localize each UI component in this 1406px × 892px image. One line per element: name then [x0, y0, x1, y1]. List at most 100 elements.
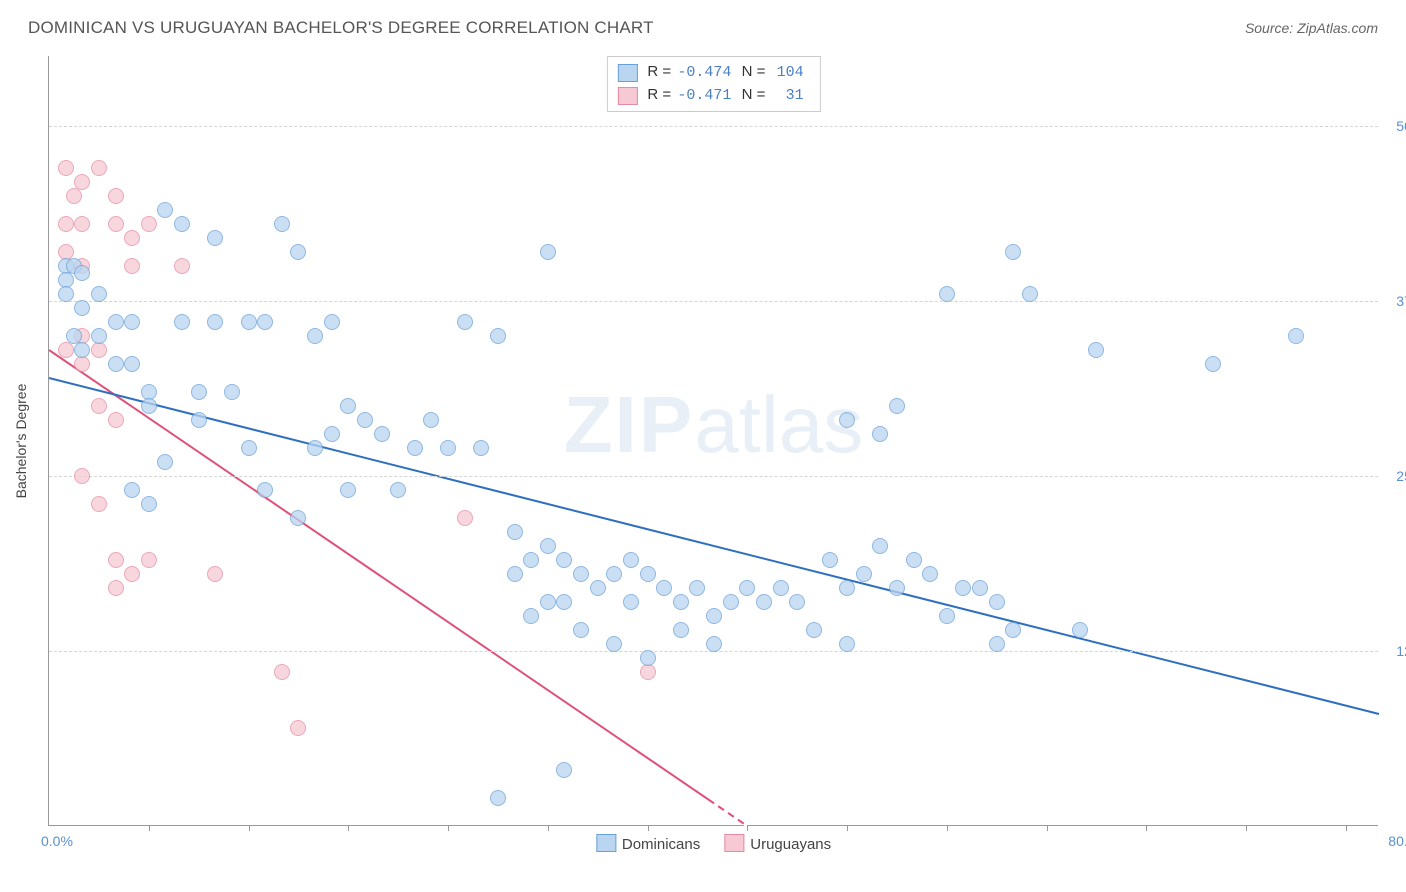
data-point: [1288, 328, 1304, 344]
data-point: [906, 552, 922, 568]
data-point: [889, 580, 905, 596]
x-tick: [548, 825, 549, 831]
data-point: [839, 412, 855, 428]
grid-line: [49, 126, 1378, 127]
data-point: [124, 314, 140, 330]
data-point: [623, 594, 639, 610]
data-point: [307, 440, 323, 456]
data-point: [324, 314, 340, 330]
swatch-dominicans: [617, 64, 637, 82]
x-tick: [747, 825, 748, 831]
data-point: [457, 510, 473, 526]
data-point: [939, 608, 955, 624]
scatter-plot: ZIPatlas Bachelor's Degree R = -0.474 N …: [48, 56, 1378, 826]
x-axis-max-label: 80.0%: [1388, 833, 1406, 849]
correlation-legend: R = -0.474 N = 104 R = -0.471 N = 31: [606, 56, 820, 112]
data-point: [523, 552, 539, 568]
data-point: [274, 664, 290, 680]
data-point: [590, 580, 606, 596]
data-point: [191, 384, 207, 400]
data-point: [1088, 342, 1104, 358]
data-point: [108, 412, 124, 428]
data-point: [689, 580, 705, 596]
data-point: [124, 258, 140, 274]
regression-line: [49, 378, 1379, 714]
data-point: [556, 552, 572, 568]
data-point: [257, 314, 273, 330]
data-point: [939, 286, 955, 302]
y-tick-label: 12.5%: [1396, 643, 1406, 659]
x-tick: [947, 825, 948, 831]
data-point: [141, 552, 157, 568]
data-point: [390, 482, 406, 498]
data-point: [191, 412, 207, 428]
x-tick: [1346, 825, 1347, 831]
data-point: [108, 356, 124, 372]
data-point: [856, 566, 872, 582]
data-point: [972, 580, 988, 596]
data-point: [573, 566, 589, 582]
x-tick: [1047, 825, 1048, 831]
data-point: [74, 216, 90, 232]
data-point: [822, 552, 838, 568]
data-point: [490, 328, 506, 344]
data-point: [789, 594, 805, 610]
data-point: [207, 566, 223, 582]
data-point: [1005, 622, 1021, 638]
data-point: [407, 440, 423, 456]
data-point: [540, 244, 556, 260]
data-point: [872, 426, 888, 442]
series-legend: Dominicans Uruguayans: [596, 834, 831, 853]
data-point: [290, 720, 306, 736]
data-point: [74, 356, 90, 372]
data-point: [1022, 286, 1038, 302]
data-point: [606, 566, 622, 582]
data-point: [157, 454, 173, 470]
data-point: [922, 566, 938, 582]
y-tick-label: 50.0%: [1396, 118, 1406, 134]
data-point: [124, 566, 140, 582]
data-point: [540, 594, 556, 610]
data-point: [66, 188, 82, 204]
y-tick-label: 37.5%: [1396, 293, 1406, 309]
data-point: [91, 496, 107, 512]
x-axis-min-label: 0.0%: [41, 833, 73, 849]
data-point: [839, 636, 855, 652]
y-tick-label: 25.0%: [1396, 468, 1406, 484]
data-point: [889, 398, 905, 414]
data-point: [507, 566, 523, 582]
data-point: [157, 202, 173, 218]
data-point: [340, 398, 356, 414]
data-point: [174, 258, 190, 274]
data-point: [490, 790, 506, 806]
data-point: [706, 636, 722, 652]
data-point: [290, 510, 306, 526]
data-point: [673, 594, 689, 610]
x-tick: [1146, 825, 1147, 831]
data-point: [124, 230, 140, 246]
data-point: [174, 216, 190, 232]
data-point: [357, 412, 373, 428]
data-point: [124, 356, 140, 372]
data-point: [623, 552, 639, 568]
data-point: [955, 580, 971, 596]
legend-item-dominicans: Dominicans: [596, 834, 700, 853]
data-point: [640, 566, 656, 582]
data-point: [640, 650, 656, 666]
data-point: [523, 608, 539, 624]
data-point: [340, 482, 356, 498]
x-tick: [448, 825, 449, 831]
data-point: [723, 594, 739, 610]
data-point: [756, 594, 772, 610]
data-point: [108, 314, 124, 330]
data-point: [573, 622, 589, 638]
data-point: [58, 160, 74, 176]
data-point: [241, 314, 257, 330]
data-point: [91, 398, 107, 414]
data-point: [58, 286, 74, 302]
x-tick: [249, 825, 250, 831]
data-point: [507, 524, 523, 540]
data-point: [74, 174, 90, 190]
data-point: [257, 482, 273, 498]
grid-line: [49, 301, 1378, 302]
